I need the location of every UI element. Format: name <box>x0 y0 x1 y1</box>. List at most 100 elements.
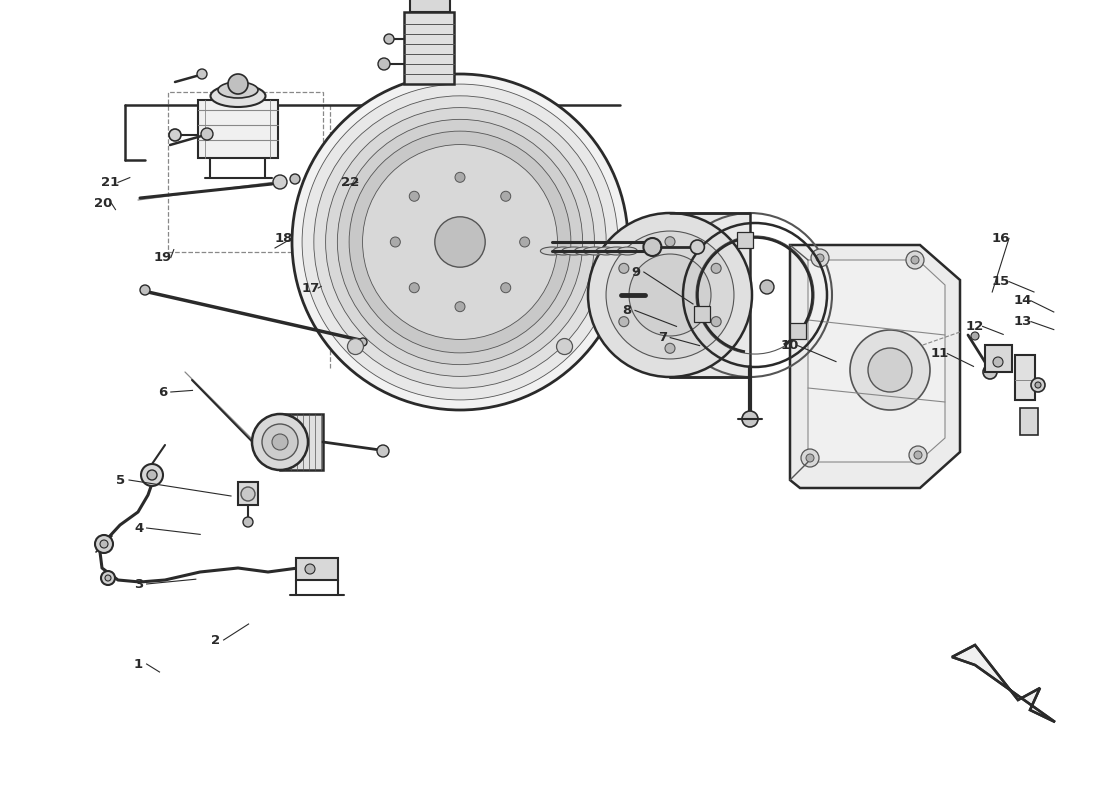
Circle shape <box>141 464 163 486</box>
Circle shape <box>201 128 213 140</box>
Text: 8: 8 <box>623 304 631 317</box>
Ellipse shape <box>553 247 573 255</box>
Circle shape <box>241 487 255 501</box>
Polygon shape <box>410 0 450 12</box>
Circle shape <box>811 249 829 267</box>
Circle shape <box>629 254 711 336</box>
Polygon shape <box>808 260 945 462</box>
Circle shape <box>914 451 922 459</box>
Circle shape <box>378 58 390 70</box>
Circle shape <box>243 517 253 527</box>
Circle shape <box>993 357 1003 367</box>
Polygon shape <box>198 100 278 158</box>
Circle shape <box>806 454 814 462</box>
Circle shape <box>691 240 704 254</box>
Circle shape <box>305 564 315 574</box>
Text: 10: 10 <box>781 339 799 352</box>
Ellipse shape <box>583 247 607 255</box>
Circle shape <box>801 449 820 467</box>
Circle shape <box>359 338 367 346</box>
Circle shape <box>644 238 661 256</box>
Circle shape <box>349 131 571 353</box>
Circle shape <box>983 365 997 379</box>
Circle shape <box>314 96 606 388</box>
Circle shape <box>273 175 287 189</box>
Circle shape <box>619 263 629 274</box>
Text: 16: 16 <box>992 232 1010 245</box>
Text: 19: 19 <box>154 251 172 264</box>
Text: 4: 4 <box>134 522 143 534</box>
Circle shape <box>619 317 629 326</box>
Text: 15: 15 <box>992 275 1010 288</box>
Circle shape <box>101 571 116 585</box>
Circle shape <box>104 575 111 581</box>
Polygon shape <box>404 12 454 84</box>
Circle shape <box>262 424 298 460</box>
Polygon shape <box>790 245 960 488</box>
Circle shape <box>588 213 752 377</box>
Circle shape <box>1035 382 1041 388</box>
Circle shape <box>292 74 628 410</box>
Circle shape <box>140 285 150 295</box>
Circle shape <box>500 282 510 293</box>
Circle shape <box>666 237 675 246</box>
Text: 5: 5 <box>117 474 125 486</box>
Polygon shape <box>280 414 323 470</box>
Circle shape <box>228 74 248 94</box>
Circle shape <box>100 540 108 548</box>
Ellipse shape <box>562 247 586 255</box>
Ellipse shape <box>605 247 629 255</box>
Ellipse shape <box>617 247 637 255</box>
Circle shape <box>500 191 510 202</box>
Circle shape <box>197 69 207 79</box>
Text: 14: 14 <box>1014 294 1032 307</box>
Circle shape <box>272 434 288 450</box>
Circle shape <box>760 280 774 294</box>
Text: 20: 20 <box>95 197 112 210</box>
Circle shape <box>1031 378 1045 392</box>
Circle shape <box>606 231 734 359</box>
Circle shape <box>302 84 618 400</box>
Circle shape <box>906 251 924 269</box>
Circle shape <box>348 338 363 354</box>
Text: 1: 1 <box>134 658 143 670</box>
Circle shape <box>95 535 113 553</box>
Circle shape <box>816 254 824 262</box>
Circle shape <box>712 317 722 326</box>
Polygon shape <box>790 323 806 339</box>
Circle shape <box>455 302 465 312</box>
Bar <box>168 92 323 252</box>
Polygon shape <box>984 345 1012 372</box>
Circle shape <box>909 446 927 464</box>
Ellipse shape <box>596 247 616 255</box>
Circle shape <box>326 108 594 376</box>
Text: 17: 17 <box>301 282 319 294</box>
Text: 9: 9 <box>631 266 640 278</box>
Circle shape <box>434 217 485 267</box>
Circle shape <box>519 237 530 247</box>
Circle shape <box>390 237 400 247</box>
Text: 7: 7 <box>658 331 667 344</box>
Polygon shape <box>952 645 1055 722</box>
Text: 22: 22 <box>341 176 359 189</box>
Circle shape <box>911 256 918 264</box>
Circle shape <box>971 332 979 340</box>
Polygon shape <box>1020 408 1038 435</box>
Polygon shape <box>1015 355 1035 400</box>
Circle shape <box>338 119 583 365</box>
Circle shape <box>850 330 930 410</box>
Ellipse shape <box>540 247 564 255</box>
Circle shape <box>409 191 419 202</box>
Circle shape <box>169 129 182 141</box>
Circle shape <box>455 172 465 182</box>
Ellipse shape <box>210 85 265 107</box>
Polygon shape <box>296 558 338 580</box>
Circle shape <box>557 338 572 354</box>
Circle shape <box>666 343 675 354</box>
Text: 13: 13 <box>1014 315 1032 328</box>
Circle shape <box>377 445 389 457</box>
Circle shape <box>290 174 300 184</box>
Polygon shape <box>694 306 711 322</box>
Circle shape <box>384 34 394 44</box>
Ellipse shape <box>574 247 594 255</box>
